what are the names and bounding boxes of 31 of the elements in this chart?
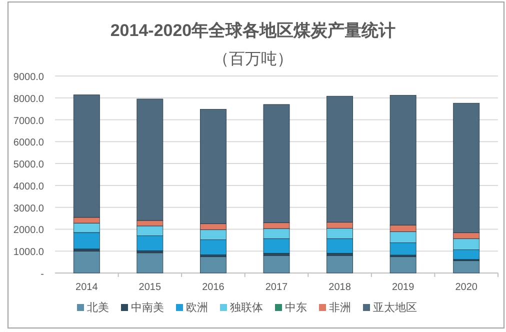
bar	[73, 250, 100, 274]
legend-label: 独联体	[230, 301, 263, 314]
x-tick-label: 2015	[138, 282, 162, 293]
y-tick-label: 7000.0	[13, 116, 44, 127]
y-tick-label: 4000.0	[13, 181, 44, 192]
x-tick-label: 2020	[455, 282, 478, 293]
x-tick-label: 2017	[265, 282, 288, 293]
x-tick-label: 2016	[202, 282, 225, 293]
y-tick-label: 8000.0	[13, 94, 44, 105]
legend-label: 非洲	[329, 301, 351, 314]
bar	[263, 255, 290, 274]
y-tick-label: 2000.0	[13, 225, 44, 236]
legend-label: 欧洲	[186, 301, 208, 314]
y-tick-label: 6000.0	[13, 138, 44, 149]
y-tick-label: -	[40, 269, 44, 280]
y-tick-label: 5000.0	[13, 160, 44, 171]
legend-label: 亚太地区	[373, 301, 417, 314]
legend-label: 北美	[87, 301, 109, 314]
bar	[136, 252, 164, 274]
x-tick-label: 2014	[76, 282, 98, 293]
y-tick-label: 3000.0	[13, 203, 44, 214]
x-tick-label: 2018	[328, 282, 352, 293]
legend-label: 中东	[285, 301, 307, 314]
chart-title: 2014-2020年全球各地区煤炭产量统计	[110, 21, 396, 40]
y-tick-label: 1000.0	[13, 247, 44, 258]
legend-label: 中南美	[131, 301, 164, 314]
chart-subtitle: （百万吨）	[213, 50, 293, 68]
y-tick-label: 9000.0	[13, 72, 44, 83]
bar	[200, 256, 226, 274]
x-tick-label: 2019	[392, 282, 415, 293]
bar	[326, 255, 353, 274]
